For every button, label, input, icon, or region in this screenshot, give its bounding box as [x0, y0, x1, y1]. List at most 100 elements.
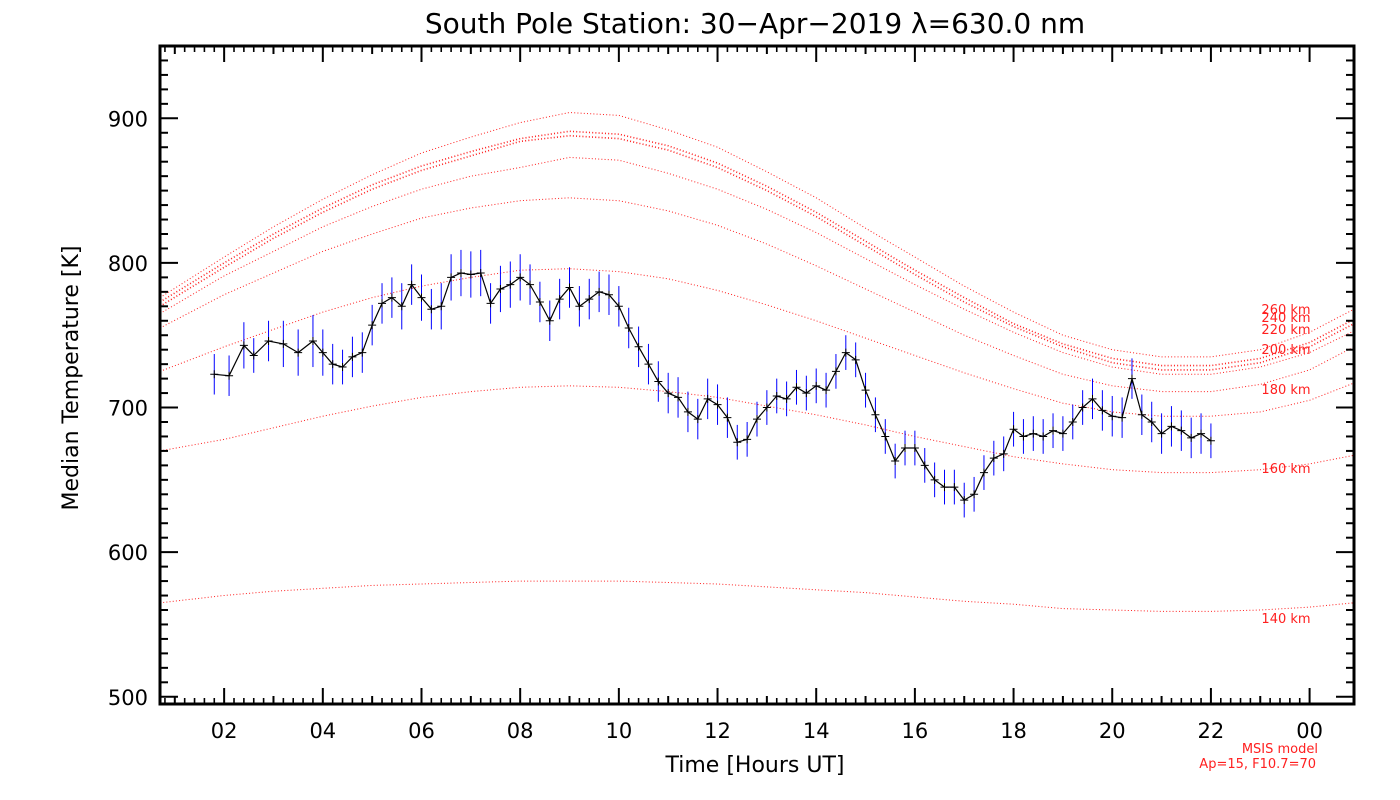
data-point — [881, 432, 890, 441]
data-point — [535, 297, 544, 306]
model-curve-200-km — [159, 197, 1355, 393]
data-point — [604, 290, 613, 299]
data-point — [614, 302, 623, 311]
data-point — [861, 386, 870, 395]
data-point — [743, 435, 752, 444]
data-point — [506, 280, 515, 289]
data-point — [516, 273, 525, 282]
x-tick-label: 16 — [902, 719, 929, 743]
y-tick-label: 900 — [108, 107, 148, 131]
data-point — [644, 360, 653, 369]
data-point — [565, 283, 574, 292]
model-note-line2: Ap=15, F10.7=70 — [1199, 757, 1316, 772]
model-label-260-km: 260 km — [1261, 303, 1310, 318]
data-point — [674, 393, 683, 402]
x-tick-label: 08 — [507, 719, 534, 743]
data-point — [595, 287, 604, 296]
data-point — [1088, 394, 1097, 403]
data-point — [575, 302, 584, 311]
data-point — [1167, 422, 1176, 431]
data-point — [447, 273, 456, 282]
data-point — [1039, 432, 1048, 441]
data-point — [664, 389, 673, 398]
data-point — [1098, 406, 1107, 415]
model-label-140-km: 140 km — [1261, 612, 1310, 627]
data-point — [1127, 374, 1136, 383]
model-label-160-km: 160 km — [1261, 462, 1310, 477]
data-point — [841, 348, 850, 357]
data-point — [871, 410, 880, 419]
data-point — [910, 444, 919, 453]
data-point — [338, 363, 347, 372]
model-label-220-km: 220 km — [1261, 323, 1310, 338]
data-point — [437, 302, 446, 311]
x-tick-label: 20 — [1099, 719, 1126, 743]
data-point — [802, 389, 811, 398]
data-point — [901, 444, 910, 453]
y-tick-label: 700 — [108, 397, 148, 421]
data-point — [970, 490, 979, 499]
x-tick-label: 18 — [1000, 719, 1027, 743]
data-point — [1147, 418, 1156, 426]
chart-title: South Pole Station: 30−Apr−2019 λ=630.0 … — [425, 7, 1085, 40]
plot-frame — [158, 44, 1356, 706]
data-point — [294, 348, 303, 357]
data-point — [1019, 432, 1028, 441]
data-point — [1078, 403, 1087, 412]
data-point — [999, 449, 1008, 458]
data-point — [654, 377, 663, 386]
data-point — [762, 403, 771, 412]
data-point — [308, 337, 317, 346]
data-point — [387, 293, 396, 302]
data-point — [831, 367, 840, 376]
data-point — [486, 299, 495, 308]
data-point — [368, 321, 377, 330]
x-tick-label: 10 — [605, 719, 632, 743]
data-point — [891, 457, 900, 466]
data-point — [1029, 429, 1038, 438]
data-point — [920, 461, 929, 470]
y-tick-label: 800 — [108, 252, 148, 276]
data-point — [1009, 425, 1018, 434]
data-point — [318, 348, 327, 357]
data-point — [792, 383, 801, 392]
x-tick-label: 00 — [1296, 719, 1323, 743]
data-point — [1187, 433, 1196, 442]
data-point — [466, 270, 475, 279]
axis-ticks — [160, 45, 1354, 704]
data-point — [264, 337, 273, 346]
data-point — [989, 454, 998, 463]
data-point — [979, 468, 988, 477]
x-tick-label: 14 — [803, 719, 830, 743]
data-point — [1137, 410, 1146, 419]
data-point — [378, 299, 387, 308]
data-point — [456, 269, 465, 278]
data-point — [683, 407, 692, 416]
model-curve-280-km — [159, 111, 1355, 358]
data-point — [476, 269, 485, 278]
model-curve-260-km — [159, 130, 1355, 367]
data-point — [822, 386, 831, 395]
data-point — [733, 438, 742, 447]
data-point — [960, 496, 969, 505]
data-point — [249, 351, 258, 360]
measurement-points — [210, 269, 1215, 505]
data-point — [1118, 413, 1127, 422]
data-point — [1049, 426, 1058, 435]
data-point — [328, 360, 337, 369]
y-axis-label: Median Temperature [K] — [59, 246, 84, 511]
data-point — [624, 324, 633, 332]
data-point — [239, 341, 248, 350]
data-point — [427, 305, 436, 314]
error-bars — [213, 249, 1212, 518]
data-point — [940, 483, 949, 492]
data-point — [930, 475, 939, 484]
data-point — [1157, 429, 1166, 438]
data-point — [279, 339, 288, 348]
data-point — [397, 302, 406, 311]
data-point — [772, 391, 781, 400]
model-curves — [159, 111, 1355, 612]
model-curve-220-km — [159, 156, 1355, 375]
